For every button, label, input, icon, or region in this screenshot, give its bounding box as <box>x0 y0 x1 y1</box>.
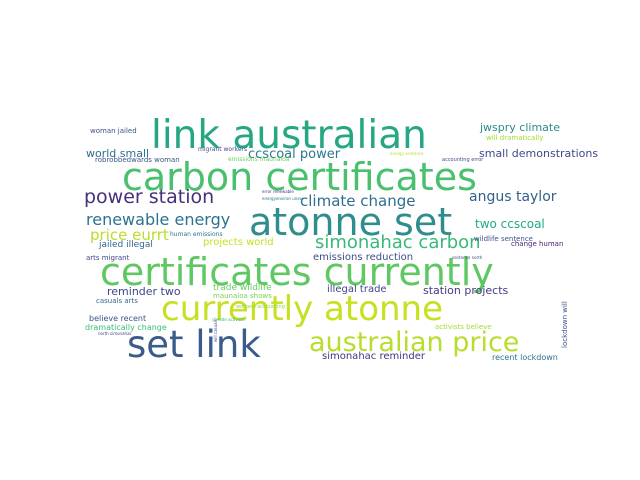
cloud-word: simonahac carbon <box>315 232 481 253</box>
cloud-word: emissions maunaloa <box>228 156 290 163</box>
cloud-word: accounting error <box>442 157 484 163</box>
cloud-word: angus taylor <box>469 189 557 205</box>
cloud-word: activists believe <box>435 323 492 331</box>
cloud-word: workers accounting <box>236 304 285 310</box>
cloud-word: ccscoal power <box>248 147 341 162</box>
cloud-word: certificates currently <box>100 250 494 294</box>
cloud-word: two ccscoal <box>475 217 545 231</box>
cloud-word: atonne set <box>249 200 453 244</box>
cloud-word: trade wildlife <box>213 283 272 293</box>
cloud-word: price eurrt <box>90 226 169 244</box>
cloud-word: currently atonne <box>161 289 444 329</box>
cloud-word: renewable energy <box>86 210 231 229</box>
cloud-word: arts migrant <box>86 254 130 262</box>
cloud-word: australian price <box>309 327 520 358</box>
cloud-word: emissions reduction <box>313 252 414 263</box>
cloud-word: energyenviron unsw <box>262 196 303 201</box>
cloud-word: sentence north <box>452 255 483 260</box>
cloud-word: illegal trade <box>327 284 387 295</box>
cloud-word: station projects <box>423 284 509 297</box>
cloud-word: casuals arts <box>96 297 138 305</box>
cloud-word: reminder two <box>107 285 181 298</box>
cloud-word: power station <box>84 186 215 208</box>
cloud-word: jailed illegal <box>99 240 153 250</box>
cloud-word: projects world <box>203 237 274 248</box>
cloud-word: human emissions <box>170 231 223 238</box>
cloud-word: lockdown will <box>561 301 569 348</box>
cloud-word: robrobbedwards woman <box>95 156 180 164</box>
cloud-word: will casuals <box>213 319 218 342</box>
cloud-word: world small <box>86 147 150 160</box>
cloud-word: believe recent <box>89 314 147 323</box>
cloud-word: wildlife sentence <box>474 235 533 243</box>
cloud-word: carbon certificates <box>122 155 477 199</box>
cloud-word: error renewable <box>262 189 294 194</box>
cloud-word: climate change <box>300 192 416 210</box>
cloud-word: link australian <box>151 113 427 158</box>
cloud-word: small demonstrations <box>479 147 599 160</box>
cloud-word: change human <box>511 240 564 248</box>
cloud-word: north simonahac <box>98 331 132 336</box>
cloud-word: migrant workers <box>198 146 248 153</box>
cloud-word: set link <box>127 323 261 366</box>
cloud-word: recent lockdown <box>492 353 558 362</box>
cloud-word: jwspry climate <box>480 121 560 134</box>
cloud-word: climate activists <box>212 317 245 322</box>
cloud-word: maunaloa shows <box>213 292 272 300</box>
cloud-word: woman jailed <box>90 127 137 135</box>
cloud-word: dramatically change <box>85 323 167 332</box>
cloud-word: simonahac reminder <box>322 351 425 362</box>
cloud-word: energy sentence <box>390 151 424 156</box>
cloud-word: will dramatically <box>486 134 544 142</box>
